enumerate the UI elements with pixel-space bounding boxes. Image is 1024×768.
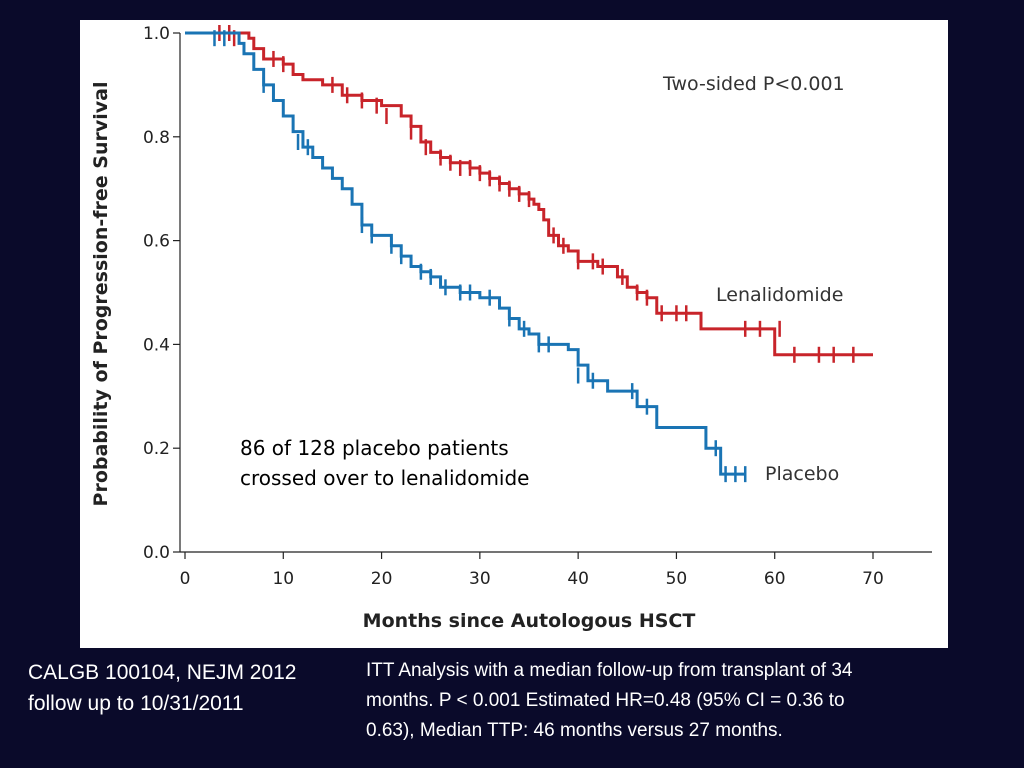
itt-line: months. P < 0.001 Estimated HR=0.48 (95%… <box>366 690 845 711</box>
y-tick-label: 0.6 <box>143 232 170 252</box>
x-tick-label: 50 <box>666 569 688 589</box>
citation: CALGB 100104, NEJM 2012 follow up to 10/… <box>28 657 358 719</box>
x-tick-label: 0 <box>180 569 191 589</box>
itt-analysis-text: ITT Analysis with a median follow-up fro… <box>366 656 1006 746</box>
crossover-annotation: 86 of 128 placebo patients <box>240 436 509 460</box>
x-tick-label: 10 <box>272 569 294 589</box>
series-label-lenalidomide: Lenalidomide <box>716 284 843 306</box>
chart-panel: 0 10 20 30 40 50 60 70 0.0 0.2 0.4 0.6 0.8 1.0 Months … <box>80 20 948 648</box>
y-axis-label: Probability of Progression-free Survival <box>90 82 112 507</box>
citation-line: follow up to 10/31/2011 <box>28 692 244 715</box>
series-label-placebo: Placebo <box>765 463 839 485</box>
km-chart: 0 10 20 30 40 50 60 70 0.0 0.2 0.4 0.6 0.8 1.0 Months … <box>90 24 932 632</box>
lenalidomide-curve <box>185 31 873 357</box>
x-tick-label: 60 <box>764 569 786 589</box>
citation-line: CALGB 100104, NEJM 2012 <box>28 661 297 684</box>
x-tick-label: 40 <box>567 569 589 589</box>
x-axis-label: Months since Autologous HSCT <box>363 610 696 632</box>
y-tick-label: 0.8 <box>143 128 170 148</box>
itt-line: ITT Analysis with a median follow-up fro… <box>366 660 853 681</box>
x-tick-label: 70 <box>862 569 884 589</box>
itt-line: 0.63), Median TTP: 46 months versus 27 m… <box>366 720 783 741</box>
y-tick-label: 0.2 <box>143 439 170 459</box>
y-tick-label: 0.0 <box>143 543 170 563</box>
x-tick-label: 30 <box>469 569 491 589</box>
crossover-annotation: crossed over to lenalidomide <box>240 466 529 490</box>
pvalue-annotation: Two-sided P<0.001 <box>662 73 845 95</box>
y-tick-label: 0.4 <box>143 335 170 355</box>
y-tick-label: 1.0 <box>143 24 170 44</box>
placebo-curve <box>185 31 746 476</box>
x-tick-label: 20 <box>371 569 393 589</box>
